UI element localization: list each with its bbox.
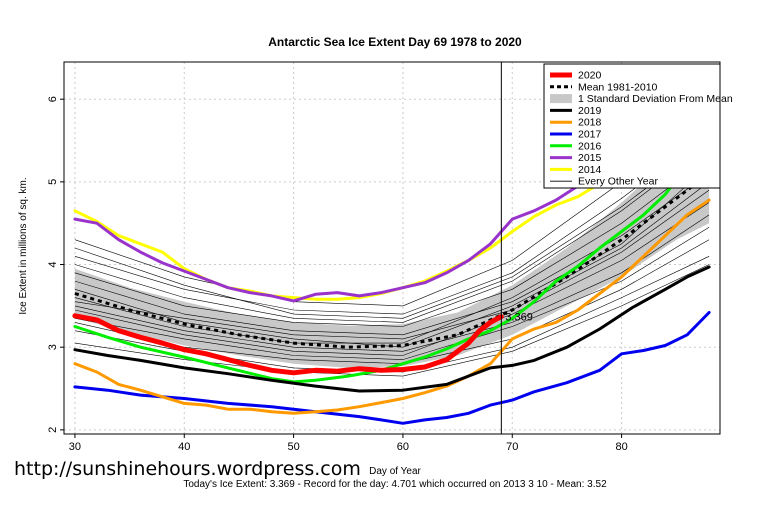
legend-label: Mean 1981-2010	[578, 81, 658, 93]
footer-stats: Today's Ice Extent: 3.369 - Record for t…	[183, 479, 607, 490]
y-tick-label: 4	[47, 261, 59, 267]
legend-box	[543, 63, 721, 189]
y-tick-label: 3	[47, 344, 59, 350]
legend-label: 2016	[578, 140, 602, 152]
legend-label: 1 Standard Deviation From Mean	[578, 93, 733, 105]
series-line-2016	[73, 147, 711, 384]
series-line-2020	[72, 313, 504, 376]
other-year-line	[74, 214, 710, 352]
legend-label: 2017	[578, 129, 602, 141]
other-year-line	[74, 181, 710, 348]
other-year-line	[74, 264, 710, 377]
chart-title: Antarctic Sea Ice Extent Day 69 1978 to …	[268, 35, 522, 49]
x-tick-label: 50	[287, 441, 299, 453]
series-line-2018	[73, 198, 711, 415]
legend-label: 2014	[578, 164, 602, 176]
watermark-url[interactable]: http://sunshinehours.wordpress.com	[14, 458, 361, 480]
x-tick-label: 60	[397, 441, 409, 453]
x-tick-label: 30	[69, 441, 81, 453]
current-value-label: 3.369	[505, 312, 533, 324]
x-axis-label: Day of Year	[369, 466, 421, 477]
x-tick-label: 70	[506, 441, 518, 453]
mean-line	[74, 172, 711, 349]
x-tick-label: 40	[178, 441, 190, 453]
other-year-line	[74, 140, 710, 319]
legend-label: 2019	[578, 105, 602, 117]
other-year-line	[74, 173, 710, 344]
other-year-line	[74, 156, 710, 327]
legend-label: 2015	[578, 152, 602, 164]
other-year-line	[74, 227, 710, 360]
y-tick-label: 6	[47, 96, 59, 102]
plot-frame	[63, 61, 721, 435]
other-year-line	[74, 132, 710, 315]
x-tick-label: 80	[615, 441, 627, 453]
legend-label: 2018	[578, 117, 602, 129]
y-tick-label: 5	[47, 179, 59, 185]
legend-label: 2020	[578, 70, 602, 82]
other-year-line	[74, 165, 710, 336]
y-axis-label: Ice Extent in millions of sq. km.	[18, 177, 29, 314]
other-year-line	[74, 189, 710, 340]
other-year-line	[74, 202, 710, 356]
legend-label: Every Other Year	[578, 176, 658, 188]
sd-band	[74, 119, 710, 368]
legend-swatch-sd	[550, 94, 572, 104]
other-year-line	[74, 144, 710, 323]
series-line-2017	[73, 311, 711, 425]
y-tick-label: 2	[47, 427, 59, 433]
series-line-2019	[73, 265, 711, 393]
